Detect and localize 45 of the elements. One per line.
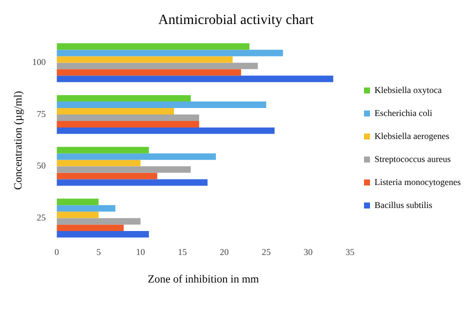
bar — [56, 205, 116, 212]
y-tick-label: 50 — [36, 160, 46, 171]
y-tick-label: 25 — [36, 212, 46, 222]
bar — [56, 218, 140, 225]
legend-label: Listeria monocytogenes — [374, 176, 462, 187]
legend-label: Escherichia coli — [374, 108, 433, 118]
bar — [56, 224, 124, 232]
bar — [56, 50, 283, 56]
x-tick-label: 15 — [178, 246, 188, 257]
bar — [56, 212, 99, 218]
bar — [56, 153, 216, 160]
y-axis-title: Concentration (µg/ml) — [12, 90, 24, 190]
bar — [56, 76, 334, 82]
y-tick-label: 100 — [32, 57, 46, 68]
x-tick-label: 0 — [54, 246, 60, 257]
x-tick-label: 20 — [220, 246, 230, 257]
y-tick-label: 75 — [36, 108, 46, 119]
bar — [56, 146, 149, 154]
bar — [56, 198, 99, 206]
x-tick-label: 5 — [96, 246, 102, 257]
bar — [56, 166, 191, 173]
bar — [56, 95, 191, 102]
bar — [56, 127, 275, 134]
bar — [56, 179, 208, 186]
bar — [56, 160, 140, 166]
bar — [56, 62, 258, 70]
bar — [56, 108, 174, 114]
bar — [56, 43, 250, 50]
x-tick-label: 35 — [346, 246, 355, 257]
x-axis-title: Zone of inhibition in mm — [148, 273, 260, 286]
legend-label: Streptococcus aureus — [374, 154, 452, 164]
bar — [56, 56, 233, 63]
legend-label: Klebsiella oxytoca — [374, 84, 442, 95]
chart-title: Antimicrobial activity chart — [158, 13, 314, 28]
legend-label: Bacillus subtilis — [374, 200, 433, 210]
bar — [56, 120, 200, 128]
bar — [56, 114, 200, 121]
x-tick-label: 25 — [262, 246, 272, 257]
x-tick-label: 10 — [136, 246, 146, 257]
bar — [56, 172, 158, 180]
bar — [56, 69, 242, 76]
bar — [56, 102, 266, 108]
legend-label: Klebsiella aerogenes — [374, 130, 450, 141]
x-tick-label: 30 — [304, 246, 314, 257]
bar — [56, 231, 149, 238]
